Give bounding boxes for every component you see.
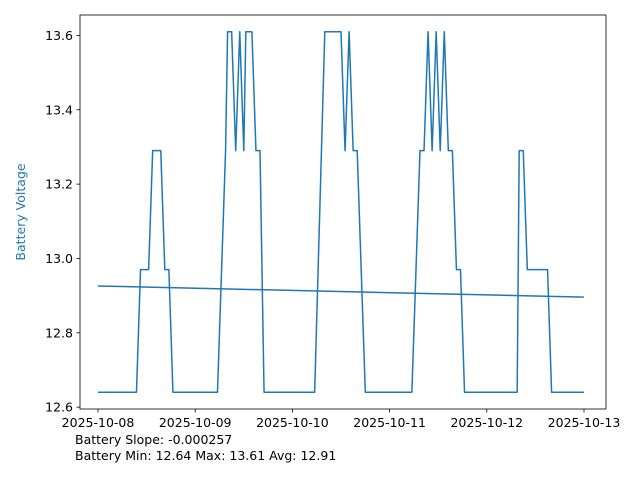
series-line-battery-voltage <box>98 30 584 394</box>
x-tick-label: 2025-10-08 <box>62 415 135 430</box>
x-tick-label: 2025-10-09 <box>159 415 232 430</box>
plot-frame <box>79 14 607 410</box>
y-axis-label: Battery Voltage <box>13 163 28 260</box>
y-tick-label: 13.0 <box>45 251 73 266</box>
series-layer <box>97 30 584 394</box>
series-line-trend <box>97 285 584 298</box>
ticks-layer: 2025-10-08 2025-10-09 2025-10-10 2025-10-11… <box>45 28 620 430</box>
y-tick-label: 12.6 <box>45 400 73 415</box>
x-tick-label: 2025-10-12 <box>450 415 523 430</box>
x-tick-label: 2025-10-13 <box>548 415 621 430</box>
x-tick-label: 2025-10-11 <box>353 415 426 430</box>
battery-minmax-text: Battery Min: 12.64 Max: 13.61 Avg: 12.91 <box>75 448 337 463</box>
y-tick-label: 13.2 <box>45 177 73 192</box>
x-tick-label: 2025-10-10 <box>256 415 329 430</box>
y-tick-label: 12.8 <box>45 325 73 340</box>
y-tick-label: 13.6 <box>45 28 73 43</box>
battery-slope-text: Battery Slope: -0.000257 <box>75 432 233 447</box>
y-tick-label: 13.4 <box>45 102 73 117</box>
